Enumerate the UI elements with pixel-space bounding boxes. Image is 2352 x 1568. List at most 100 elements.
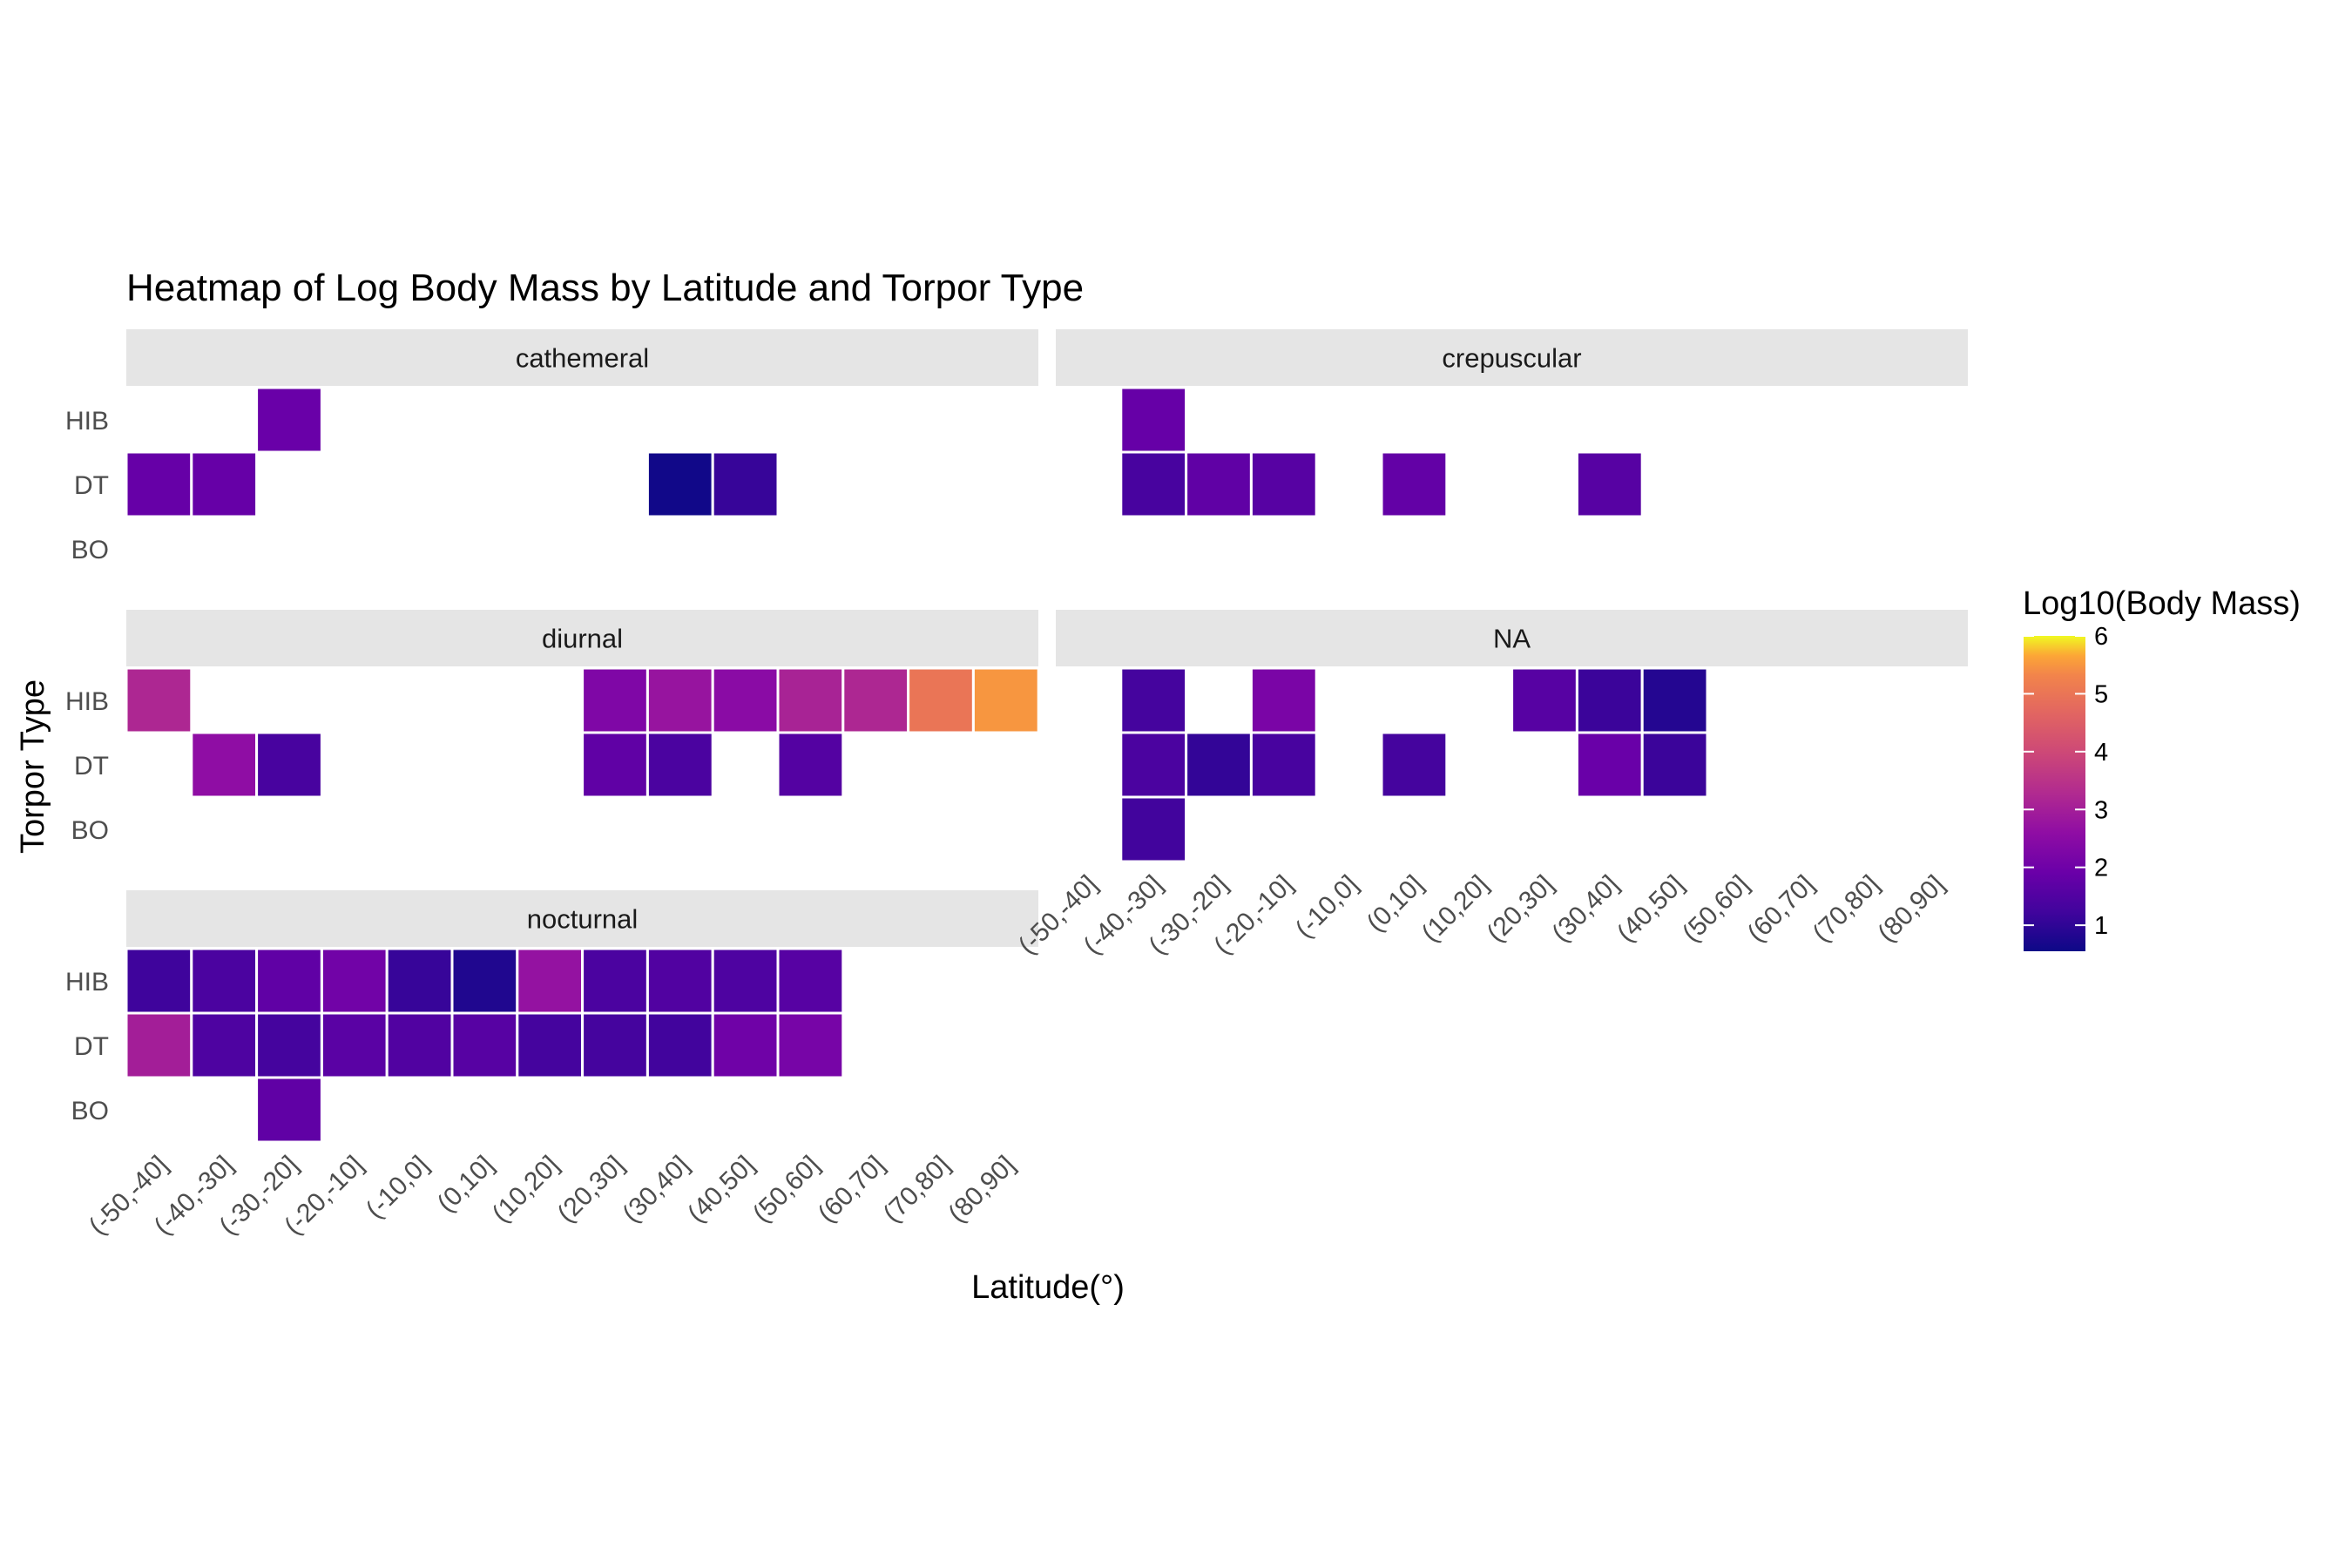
heatmap-cell bbox=[450, 1011, 519, 1079]
heatmap-cell bbox=[1119, 731, 1188, 799]
x-tick-label: (60,70] bbox=[1742, 870, 1820, 948]
legend-ticks: 1 2 3 4 5 6 bbox=[2024, 623, 2108, 940]
heatmap-cell bbox=[776, 1011, 845, 1079]
x-tick-label: (10,20] bbox=[487, 1151, 564, 1228]
heatmap-cell bbox=[645, 947, 714, 1015]
facet-panel-na: NA bbox=[1056, 610, 1968, 863]
facet-strip-label: diurnal bbox=[542, 624, 623, 654]
heatmap-cell bbox=[255, 386, 323, 454]
heatmap-cell bbox=[125, 450, 193, 518]
legend-tick-label: 6 bbox=[2094, 623, 2108, 651]
heatmap-cell bbox=[516, 947, 585, 1015]
heatmap-cell bbox=[190, 450, 259, 518]
legend-tick-label: 3 bbox=[2094, 796, 2108, 824]
x-tick-label: (30,40] bbox=[617, 1151, 694, 1228]
facet-panel-diurnal: diurnal BO DT HIB bbox=[65, 610, 1040, 845]
facet-strip bbox=[1056, 329, 1968, 386]
x-tick-label: (40,50] bbox=[682, 1151, 760, 1228]
heatmap-cell bbox=[1119, 386, 1188, 454]
heatmap-cell bbox=[711, 666, 780, 734]
x-tick-label: (70,80] bbox=[878, 1151, 956, 1228]
y-tick-label: BO bbox=[71, 816, 109, 845]
heatmap-cell bbox=[1640, 731, 1709, 799]
heatmap-cell bbox=[385, 947, 454, 1015]
color-legend: Log10(Body Mass) 1 2 3 4 5 6 bbox=[2023, 585, 2301, 951]
y-tick-label: HIB bbox=[65, 687, 109, 716]
heatmap-cell bbox=[776, 947, 845, 1015]
y-tick-label: BO bbox=[71, 1097, 109, 1125]
facets-layer: cathemeral BO DT HIB crepuscular diurnal BO DT H… bbox=[65, 329, 1968, 1144]
facet-strip bbox=[126, 610, 1038, 666]
heatmap-cell bbox=[776, 731, 845, 799]
heatmap-cell bbox=[190, 1011, 259, 1079]
heatmap-cell bbox=[581, 947, 649, 1015]
heatmap-cell bbox=[1185, 450, 1253, 518]
x-tick-label: (70,80] bbox=[1808, 870, 1885, 948]
heatmap-cell bbox=[320, 947, 389, 1015]
heatmap-cell bbox=[1575, 666, 1644, 734]
x-tick-label: (60,70] bbox=[813, 1151, 890, 1228]
heatmap-cell bbox=[516, 1011, 585, 1079]
y-tick-label: HIB bbox=[65, 407, 109, 436]
x-tick-label: (10,20] bbox=[1416, 870, 1494, 948]
facet-panel-nocturnal: nocturnal BO DT HIB bbox=[65, 890, 1038, 1144]
y-tick-label: HIB bbox=[65, 968, 109, 997]
heatmap-cell bbox=[255, 947, 323, 1015]
x-tick-label: (50,60] bbox=[1677, 870, 1754, 948]
facet-strip bbox=[126, 890, 1038, 947]
x-tick-label: (-10,0] bbox=[361, 1151, 435, 1225]
legend-tick-label: 4 bbox=[2094, 739, 2108, 767]
legend-colorbar bbox=[2024, 636, 2085, 951]
heatmap-cell bbox=[1119, 450, 1188, 518]
x-tick-label: (30,40] bbox=[1546, 870, 1624, 948]
heatmap-cell bbox=[581, 666, 649, 734]
heatmap-cell bbox=[1249, 731, 1318, 799]
heatmap-cell bbox=[711, 947, 780, 1015]
heatmap-cell bbox=[1380, 450, 1449, 518]
legend-tick-label: 5 bbox=[2094, 680, 2108, 708]
heatmap-cell bbox=[1575, 731, 1644, 799]
heatmap-cell bbox=[1640, 666, 1709, 734]
x-tick-label: (80,90] bbox=[943, 1151, 1020, 1228]
heatmap-cell bbox=[385, 1011, 454, 1079]
facet-strip-label: NA bbox=[1493, 624, 1531, 654]
legend-tick-label: 1 bbox=[2094, 912, 2108, 940]
y-tick-label: DT bbox=[74, 471, 109, 500]
chart-title: Heatmap of Log Body Mass by Latitude and… bbox=[126, 267, 1084, 309]
heatmap-cell bbox=[255, 1011, 323, 1079]
heatmap-cell bbox=[1249, 450, 1318, 518]
heatmap-cell bbox=[125, 947, 193, 1015]
heatmap-cell bbox=[776, 666, 845, 734]
y-axis-title: Torpor Type bbox=[15, 679, 51, 854]
x-tick-label: (80,90] bbox=[1872, 870, 1950, 948]
y-tick-label: DT bbox=[74, 1032, 109, 1061]
legend-title: Log10(Body Mass) bbox=[2023, 585, 2301, 622]
heatmap-cell bbox=[190, 947, 259, 1015]
heatmap-cell bbox=[125, 666, 193, 734]
x-tick-label: (-10,0] bbox=[1290, 870, 1364, 944]
heatmap-cell bbox=[711, 1011, 780, 1079]
facet-strip-label: cathemeral bbox=[516, 343, 649, 374]
facet-strip bbox=[1056, 610, 1968, 666]
heatmap-cell bbox=[125, 1011, 193, 1079]
y-tick-label: BO bbox=[71, 536, 109, 564]
heatmap-cell bbox=[645, 666, 714, 734]
facet-panel-cathemeral: cathemeral BO DT HIB bbox=[65, 329, 1038, 564]
heatmap-cell bbox=[581, 731, 649, 799]
heatmap-cell bbox=[320, 1011, 389, 1079]
heatmap-cell bbox=[1119, 666, 1188, 734]
heatmap-cell bbox=[1185, 731, 1253, 799]
heatmap-cell bbox=[645, 1011, 714, 1079]
heatmap-cell bbox=[1511, 666, 1578, 734]
y-tick-label: DT bbox=[74, 752, 109, 781]
facet-panel-crepuscular: crepuscular bbox=[1056, 329, 1968, 518]
heatmap-cell bbox=[450, 947, 519, 1015]
facet-strip bbox=[126, 329, 1038, 386]
heatmap-cell bbox=[581, 1011, 649, 1079]
x-axis-title: Latitude(°) bbox=[971, 1269, 1125, 1306]
x-tick-label: (20,30] bbox=[552, 1151, 630, 1228]
legend-tick-label: 2 bbox=[2094, 855, 2108, 882]
heatmap-cell bbox=[1575, 450, 1644, 518]
heatmap-cell bbox=[1380, 731, 1449, 799]
